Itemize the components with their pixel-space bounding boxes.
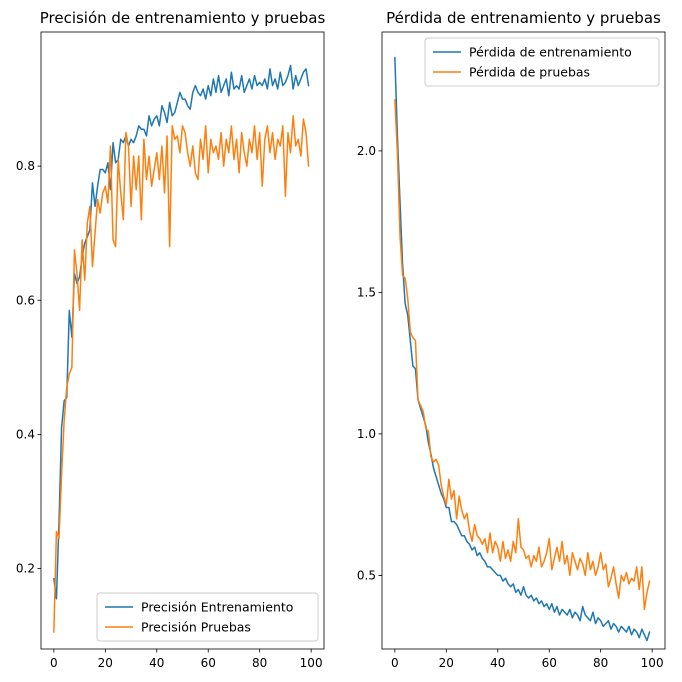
y-tick-label: 1.0 <box>357 427 376 441</box>
chart-panel-1: Precisión de entrenamiento y pruebas 0 20 4… <box>16 9 326 670</box>
x-tick-label: 100 <box>300 656 323 670</box>
x-tick-label: 40 <box>490 656 505 670</box>
legend: Precisión Entrenamiento Precisión Pruebas <box>96 592 319 642</box>
x-tick-label: 0 <box>391 656 399 670</box>
chart-title: Pérdida de entrenamiento y pruebas <box>386 9 661 27</box>
legend-box <box>424 37 660 87</box>
y-tick-label: 0.8 <box>16 159 35 173</box>
x-tick-label: 100 <box>641 656 664 670</box>
legend: Pérdida de entrenamiento Pérdida de prueb… <box>424 37 660 87</box>
legend-label: Precisión Entrenamiento <box>141 600 293 615</box>
x-tick-label: 20 <box>439 656 454 670</box>
y-tick-label: 0.2 <box>16 562 35 576</box>
x-tick-label: 80 <box>593 656 608 670</box>
legend-box <box>96 592 319 642</box>
legend-label: Precisión Pruebas <box>141 620 251 635</box>
series-line-1 <box>53 64 310 600</box>
axes-frame <box>40 31 325 650</box>
x-tick-label: 60 <box>542 656 557 670</box>
axes-frame <box>381 31 666 650</box>
x-tick-label: 40 <box>149 656 164 670</box>
y-tick-label: 0.4 <box>16 427 35 441</box>
series-line-1 <box>394 56 651 642</box>
y-tick-label: 0.6 <box>16 293 35 307</box>
chart-panel-2: Pérdida de entrenamiento y pruebas 0 20 40 6… <box>357 9 666 670</box>
x-tick-label: 80 <box>252 656 267 670</box>
legend-label: Pérdida de pruebas <box>469 65 590 80</box>
legend-label: Pérdida de entrenamiento <box>469 45 632 60</box>
y-tick-label: 1.5 <box>357 285 376 299</box>
chart-title: Precisión de entrenamiento y pruebas <box>40 9 326 27</box>
x-tick-label: 20 <box>98 656 113 670</box>
x-tick-label: 60 <box>201 656 216 670</box>
y-tick-label: 2.0 <box>357 144 376 158</box>
series-line-2 <box>394 99 651 611</box>
x-tick-label: 0 <box>50 656 58 670</box>
series-line-2 <box>53 115 310 633</box>
y-tick-label: 0.5 <box>357 568 376 582</box>
